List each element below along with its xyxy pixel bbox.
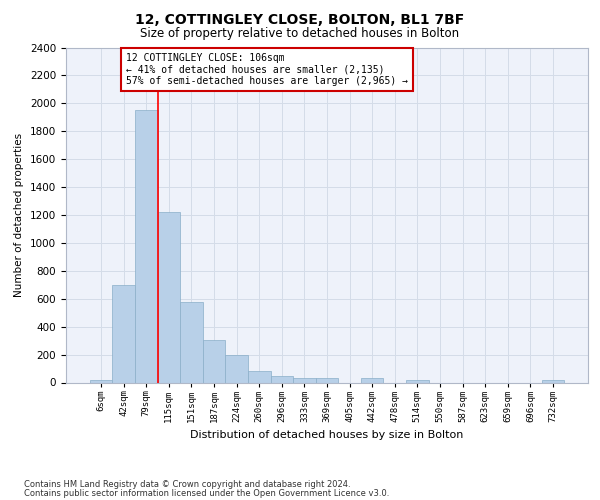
Bar <box>135 110 158 382</box>
Bar <box>203 340 226 382</box>
Bar <box>542 380 564 382</box>
Text: 12 COTTINGLEY CLOSE: 106sqm
← 41% of detached houses are smaller (2,135)
57% of : 12 COTTINGLEY CLOSE: 106sqm ← 41% of det… <box>126 53 408 86</box>
Bar <box>158 212 180 382</box>
Bar <box>271 376 293 382</box>
Y-axis label: Number of detached properties: Number of detached properties <box>14 133 25 297</box>
Bar <box>361 378 383 382</box>
Bar <box>248 372 271 382</box>
X-axis label: Distribution of detached houses by size in Bolton: Distribution of detached houses by size … <box>190 430 464 440</box>
Bar <box>226 354 248 382</box>
Bar <box>293 378 316 382</box>
Bar <box>180 302 203 382</box>
Bar <box>406 380 428 382</box>
Bar <box>112 285 135 382</box>
Text: Contains public sector information licensed under the Open Government Licence v3: Contains public sector information licen… <box>24 489 389 498</box>
Bar <box>316 378 338 382</box>
Text: 12, COTTINGLEY CLOSE, BOLTON, BL1 7BF: 12, COTTINGLEY CLOSE, BOLTON, BL1 7BF <box>136 12 464 26</box>
Bar <box>90 380 112 382</box>
Text: Size of property relative to detached houses in Bolton: Size of property relative to detached ho… <box>140 28 460 40</box>
Text: Contains HM Land Registry data © Crown copyright and database right 2024.: Contains HM Land Registry data © Crown c… <box>24 480 350 489</box>
